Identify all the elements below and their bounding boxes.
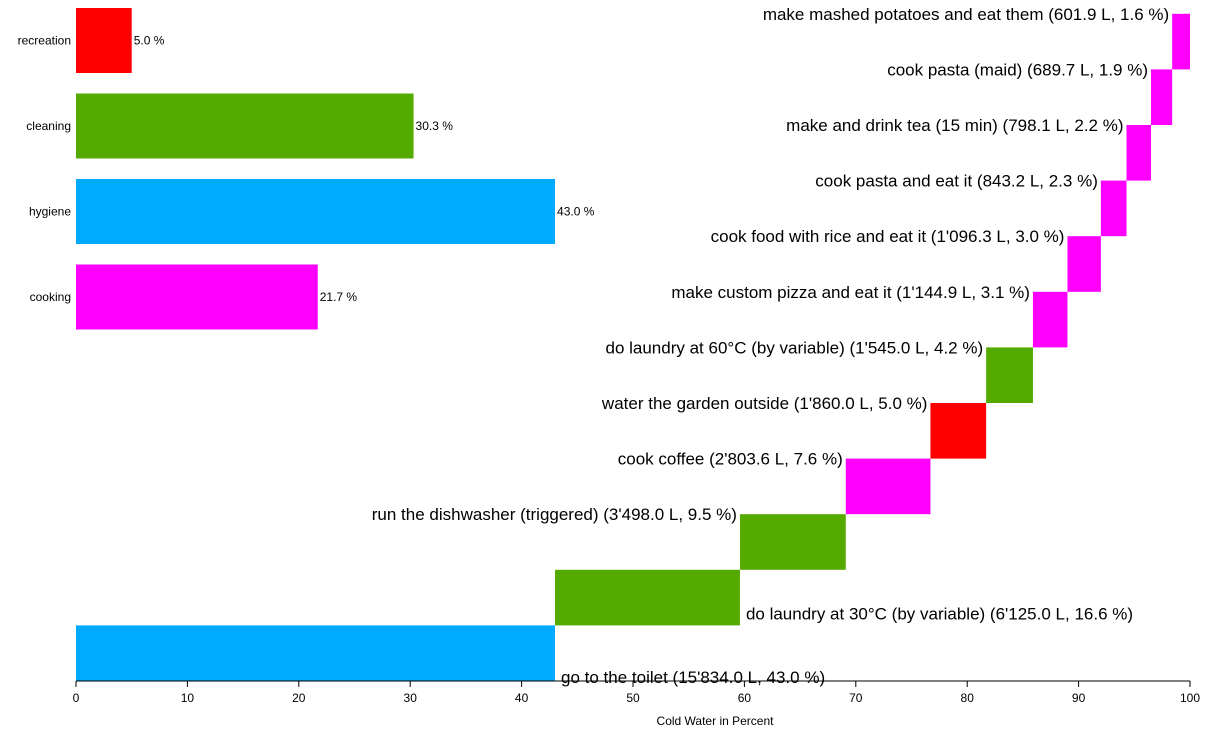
activity-waterfall-bars: go to the toilet (15'834.0 L, 43.0 %) do … (76, 5, 1190, 687)
x-tick-label-20: 20 (292, 691, 306, 705)
activity-label-4: water the garden outside (1'860.0 L, 5.0… (601, 394, 928, 413)
category-bar-cleaning (76, 93, 414, 159)
x-tick-label-90: 90 (1072, 691, 1086, 705)
category-value-label-cleaning: 30.3 % (416, 119, 454, 133)
activity-label-0: go to the toilet (15'834.0 L, 43.0 %) (561, 668, 825, 687)
activity-bar-8 (1100, 180, 1127, 237)
category-bar-recreation (76, 8, 132, 73)
x-tick-label-70: 70 (849, 691, 863, 705)
category-label-cleaning: cleaning (26, 119, 71, 133)
activity-label-9: make and drink tea (15 min) (798.1 L, 2.… (786, 116, 1123, 135)
activity-label-3: cook coffee (2'803.6 L, 7.6 %) (618, 450, 843, 469)
x-tick-label-80: 80 (961, 691, 975, 705)
category-value-label-recreation: 5.0 % (134, 34, 165, 48)
category-bar-hygiene (76, 179, 556, 244)
category-label-hygiene: hygiene (29, 205, 71, 219)
activity-label-1: do laundry at 30°C (by variable) (6'125.… (746, 604, 1133, 623)
activity-bar-10 (1151, 69, 1173, 125)
activity-label-10: cook pasta (maid) (689.7 L, 1.9 %) (887, 60, 1148, 79)
x-axis: 0 10 20 30 40 50 60 70 80 90 100 (73, 680, 1200, 705)
activity-bar-11 (1172, 13, 1190, 70)
activity-bar-4 (930, 403, 987, 459)
activity-bar-5 (986, 347, 1033, 403)
activity-label-8: cook pasta and eat it (843.2 L, 2.3 %) (815, 172, 1098, 191)
x-axis-title: Cold Water in Percent (657, 714, 775, 728)
activity-label-2: run the dishwasher (triggered) (3'498.0 … (372, 505, 737, 524)
activity-bar-9 (1126, 125, 1152, 181)
x-tick-label-50: 50 (626, 691, 640, 705)
x-tick-label-100: 100 (1180, 691, 1200, 705)
activity-bar-3 (845, 458, 931, 515)
category-label-recreation: recreation (18, 34, 71, 48)
category-value-label-cooking: 21.7 % (320, 290, 358, 304)
category-bars: recreation 5.0 % cleaning 30.3 % hygiene 43.0… (18, 8, 595, 330)
category-label-cooking: cooking (30, 290, 71, 304)
activity-label-5: do laundry at 60°C (by variable) (1'545.… (605, 338, 983, 357)
x-tick-label-40: 40 (515, 691, 529, 705)
x-tick-label-10: 10 (181, 691, 195, 705)
x-tick-label-60: 60 (738, 691, 752, 705)
category-value-label-hygiene: 43.0 % (557, 205, 595, 219)
activity-bar-6 (1032, 291, 1068, 348)
activity-bar-7 (1067, 236, 1101, 292)
activity-label-7: cook food with rice and eat it (1'096.3 … (711, 227, 1065, 246)
activity-bar-1 (555, 569, 740, 626)
activity-bar-0 (76, 625, 556, 681)
activity-label-11: make mashed potatoes and eat them (601.9… (763, 5, 1169, 24)
activity-label-6: make custom pizza and eat it (1'144.9 L,… (671, 283, 1030, 302)
x-tick-label-0: 0 (73, 691, 80, 705)
activity-bar-2 (739, 514, 846, 570)
category-bar-cooking (76, 264, 318, 330)
x-tick-label-30: 30 (404, 691, 418, 705)
